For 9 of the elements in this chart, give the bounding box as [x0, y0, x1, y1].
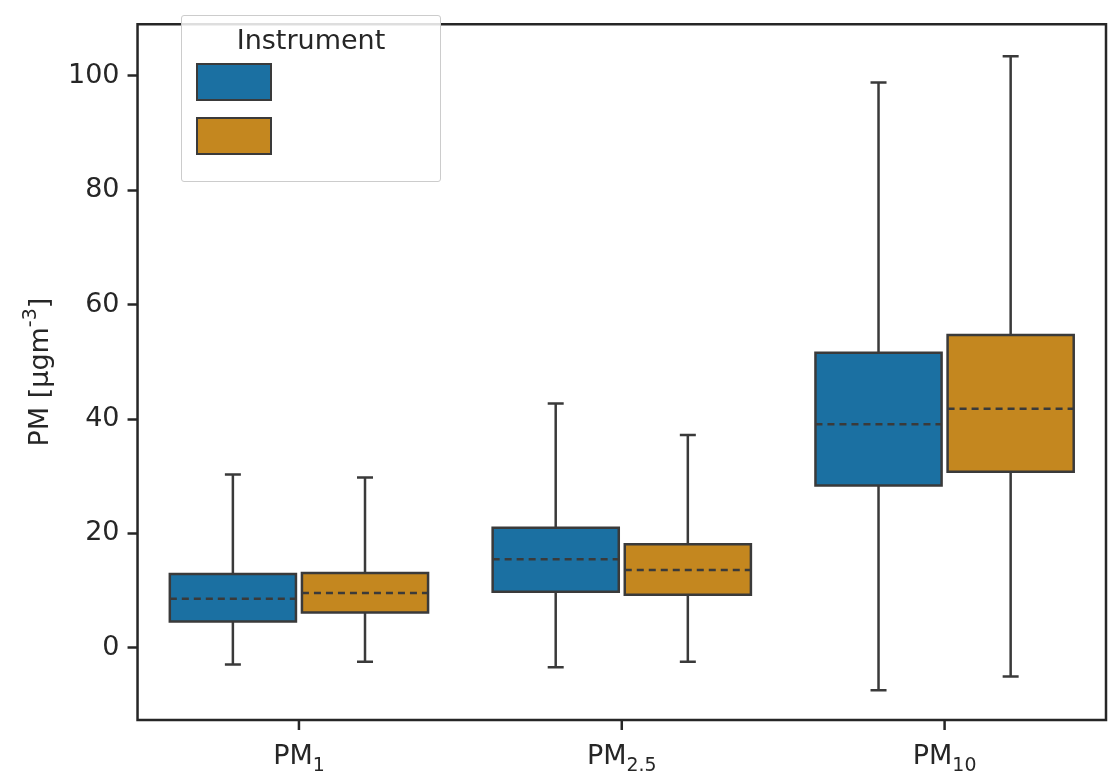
y-tick-label: 100	[67, 57, 120, 89]
legend-title: Instrument	[235, 24, 387, 55]
y-tick-label: 80	[85, 172, 120, 204]
y-tick-label: 0	[102, 629, 120, 661]
y-axis-title: PM [µgm-3]	[17, 297, 54, 447]
y-tick-label: 20	[85, 515, 120, 547]
y-tick-label: 60	[85, 286, 120, 318]
key-panel: Instrument	[181, 15, 441, 182]
y-tick-label: 40	[85, 401, 120, 433]
